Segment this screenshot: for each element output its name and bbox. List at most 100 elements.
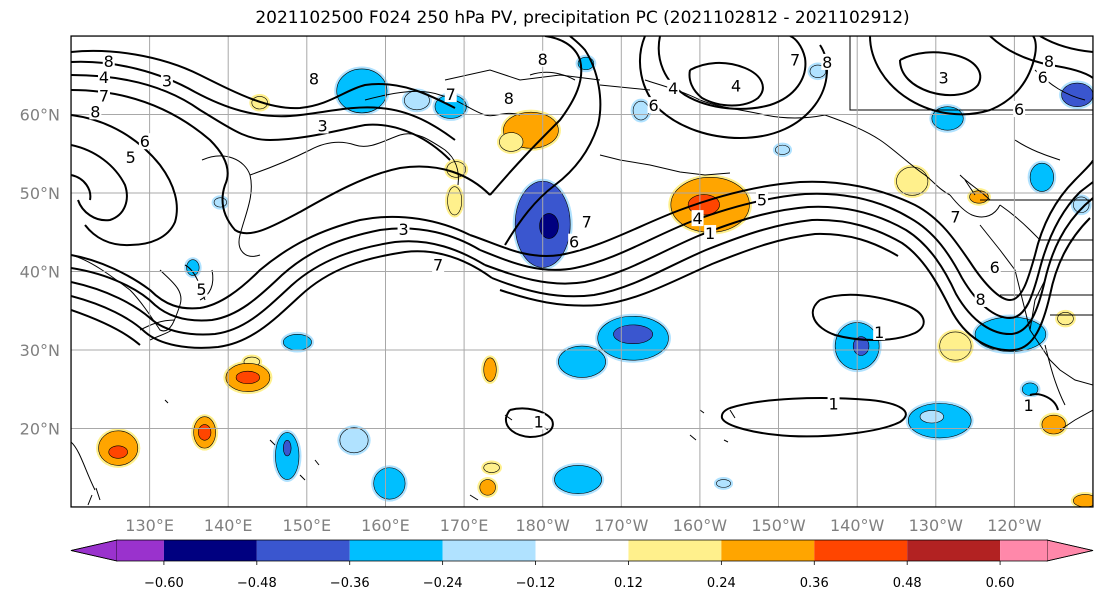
contour-label: 8 xyxy=(1044,52,1054,71)
longitude-label: 170°W xyxy=(594,516,649,535)
longitude-label: 150°W xyxy=(751,516,806,535)
contour-label-gap xyxy=(704,225,717,242)
precip-anomaly-area xyxy=(554,465,602,494)
precip-anomaly-area xyxy=(558,345,606,378)
precip-anomaly-area xyxy=(483,462,500,473)
colorbar-label: −0.48 xyxy=(237,576,277,591)
contour-label: 3 xyxy=(939,69,949,88)
colorbar-segment xyxy=(535,540,629,561)
contour-label: 6 xyxy=(990,258,1000,277)
contour-label-gap xyxy=(102,53,115,70)
precipitation-shading xyxy=(96,54,1093,507)
contour-label-gap xyxy=(98,87,111,104)
longitude-label: 160°W xyxy=(673,516,728,535)
precip-anomaly-area xyxy=(479,479,496,496)
colorbar-label: −0.12 xyxy=(516,576,556,591)
colorbar-label: 0.12 xyxy=(614,576,643,591)
longitude-label: 120°W xyxy=(987,516,1042,535)
longitude-label: 140°E xyxy=(204,516,253,535)
colorbar-extend-high xyxy=(1046,539,1094,562)
map-frame xyxy=(70,35,1094,508)
contour-label-gap xyxy=(432,256,445,273)
colorbar-segment xyxy=(256,540,350,561)
contour-label-gap xyxy=(1036,68,1049,85)
contour-label: 7 xyxy=(790,51,800,70)
contour-label-gap xyxy=(1022,396,1035,413)
latitude-tick-labels: 20°N 30°N 40°N 50°N 60°N xyxy=(20,106,60,439)
contour-label-gap xyxy=(444,86,457,103)
contour-label-gap xyxy=(756,191,769,208)
contour-label-gap xyxy=(124,148,137,165)
colorbar-label: −0.24 xyxy=(423,576,463,591)
precip-anomaly-area xyxy=(198,424,212,441)
colorbar-segment xyxy=(907,540,1001,561)
colorbar-label: 0.48 xyxy=(893,576,922,591)
latitude-label: 20°N xyxy=(20,420,60,439)
contour-label-gap xyxy=(98,68,111,85)
contour-label: 1 xyxy=(705,224,715,243)
longitude-label: 150°E xyxy=(283,516,332,535)
contour-label-gap xyxy=(502,90,515,107)
contour-label: 3 xyxy=(162,72,172,91)
contour-label: 1 xyxy=(1023,396,1033,415)
contour-label-gap xyxy=(974,290,987,307)
contour-label-gap xyxy=(873,323,886,340)
contour-label-gap xyxy=(827,395,840,412)
latitude-label: 30°N xyxy=(20,341,60,360)
contour-label: 1 xyxy=(874,323,884,342)
longitude-label: 180°W xyxy=(516,516,571,535)
latitude-label: 50°N xyxy=(20,184,60,203)
contour-label: 1 xyxy=(534,412,544,431)
precip-anomaly-area xyxy=(373,467,406,500)
longitude-tick-labels: 130°E 140°E 150°E 160°E 170°E 180°W 170°W 160°W… xyxy=(125,516,1041,535)
precip-anomaly-area xyxy=(339,427,369,454)
precip-anomaly-area xyxy=(1029,162,1054,192)
precip-anomaly-area xyxy=(213,197,227,208)
contour-label-gap xyxy=(937,69,950,86)
precip-anomaly-area xyxy=(483,357,497,382)
contour-label-gap xyxy=(397,221,410,238)
contour-label: 5 xyxy=(757,190,767,209)
contour-label: 6 xyxy=(1014,100,1024,119)
precip-anomaly-area xyxy=(108,445,128,459)
contour-label: 7 xyxy=(99,87,109,106)
precip-anomaly-area xyxy=(1057,312,1074,326)
colorbar-label: 0.24 xyxy=(707,576,736,591)
contour-label-gap xyxy=(568,233,581,250)
longitude-label: 170°E xyxy=(440,516,489,535)
contour-label: 8 xyxy=(309,69,319,88)
precip-anomaly-area xyxy=(1073,494,1093,507)
contour-label: 3 xyxy=(398,220,408,239)
colorbar-label: −0.60 xyxy=(144,576,184,591)
contour-label-gap xyxy=(532,413,545,430)
colorbar-label: −0.36 xyxy=(330,576,370,591)
precip-anomaly-area xyxy=(1061,82,1093,107)
contour-label: 3 xyxy=(317,116,327,135)
contour-label: 7 xyxy=(433,255,443,274)
precip-anomaly-area xyxy=(716,479,731,488)
contour-label-gap xyxy=(1042,53,1055,70)
contour-label: 4 xyxy=(692,209,702,228)
longitude-label: 130°W xyxy=(909,516,964,535)
colorbar-segment xyxy=(163,540,257,561)
contour-label: 6 xyxy=(569,233,579,252)
precip-anomaly-area xyxy=(775,144,790,155)
precip-anomaly-area xyxy=(282,439,292,457)
colorbar-segment xyxy=(442,540,536,561)
precip-anomaly-area xyxy=(1073,196,1090,213)
colorbar-segment xyxy=(349,540,443,561)
precip-anomaly-area xyxy=(235,370,260,385)
contour-label-gap xyxy=(949,208,962,225)
contour-label-gap xyxy=(307,70,320,87)
precip-anomaly-area xyxy=(447,186,463,216)
contour-label: 4 xyxy=(99,68,109,87)
precip-anomaly-area xyxy=(1021,382,1039,396)
colorbar-segment xyxy=(628,540,722,561)
colorbar-outline xyxy=(70,539,1094,562)
contour-label: 7 xyxy=(446,85,456,104)
precip-anomaly-area xyxy=(539,213,559,239)
colorbar-segment xyxy=(1000,540,1047,561)
contour-label: 4 xyxy=(731,76,741,95)
